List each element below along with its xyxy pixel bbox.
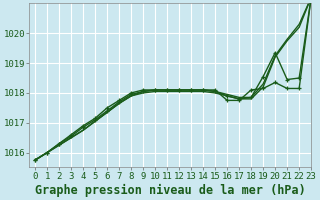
- X-axis label: Graphe pression niveau de la mer (hPa): Graphe pression niveau de la mer (hPa): [35, 183, 306, 197]
